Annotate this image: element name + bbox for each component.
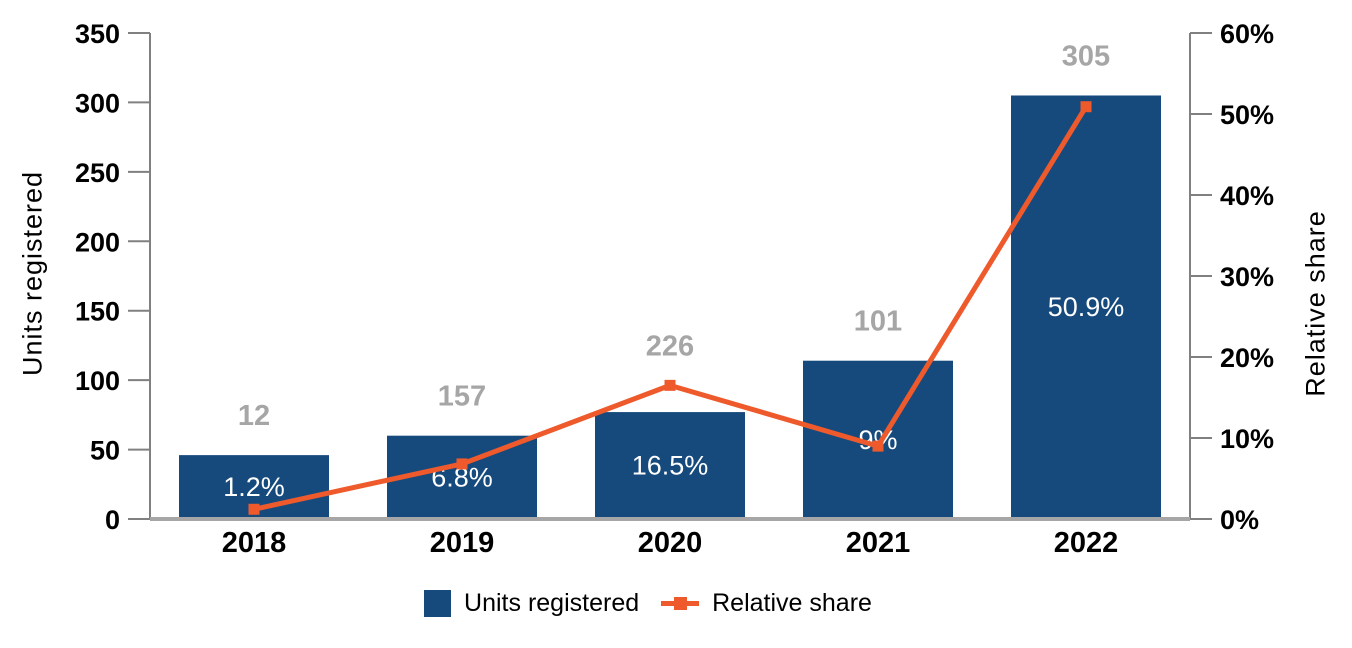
line-marker-2020 — [664, 379, 676, 391]
left-axis-tick-label: 150 — [75, 297, 120, 327]
left-axis-tick-label: 250 — [75, 158, 120, 188]
share-label-2020: 16.5% — [632, 451, 709, 481]
legend-label-relative-share: Relative share — [712, 589, 872, 617]
left-axis-tick-label: 0 — [105, 505, 120, 535]
legend: Units registered Relative share — [0, 589, 1324, 618]
bar-2021 — [803, 360, 953, 519]
share-label-2022: 50.9% — [1048, 292, 1125, 322]
bar-2022 — [1011, 95, 1161, 519]
x-axis-label-2021: 2021 — [846, 527, 911, 559]
line-marker-2022 — [1080, 101, 1092, 113]
bar-value-label-2019: 157 — [438, 381, 486, 413]
bar-value-label-2022: 305 — [1062, 40, 1110, 72]
left-axis-tick-label: 300 — [75, 88, 120, 118]
x-axis-label-2019: 2019 — [430, 527, 495, 559]
left-axis-tick-label: 100 — [75, 366, 120, 396]
x-axis-label-2020: 2020 — [638, 527, 703, 559]
legend-label-units-registered: Units registered — [464, 589, 640, 617]
left-axis-tick-label: 50 — [90, 436, 120, 466]
bar-swatch-icon — [424, 590, 452, 617]
bar-value-label-2018: 12 — [238, 400, 270, 432]
right-axis-tick-label: 0% — [1220, 505, 1259, 535]
right-axis-tick-label: 20% — [1220, 343, 1274, 373]
bar-2020 — [595, 412, 745, 519]
legend-item-units-registered: Units registered — [424, 589, 639, 618]
line-marker-2021 — [872, 440, 884, 452]
left-axis-tick-label: 350 — [75, 19, 120, 49]
legend-item-relative-share: Relative share — [661, 589, 872, 618]
x-axis-label-2022: 2022 — [1054, 527, 1119, 559]
right-axis-tick-label: 10% — [1220, 424, 1274, 454]
left-axis-tick-label: 200 — [75, 227, 120, 257]
line-marker-2019 — [456, 458, 468, 470]
line-swatch-icon — [661, 597, 700, 610]
line-marker-2018 — [248, 503, 260, 515]
bar-value-label-2021: 101 — [854, 306, 902, 338]
x-axis-label-2018: 2018 — [222, 527, 287, 559]
line-swatch-marker-icon — [674, 597, 688, 610]
right-axis-tick-label: 40% — [1220, 181, 1274, 211]
bar-value-label-2020: 226 — [646, 330, 694, 362]
share-label-2018: 1.2% — [223, 472, 285, 502]
right-axis-tick-label: 60% — [1220, 19, 1274, 49]
right-axis-tick-label: 30% — [1220, 262, 1274, 292]
right-axis-tick-label: 50% — [1220, 100, 1274, 130]
